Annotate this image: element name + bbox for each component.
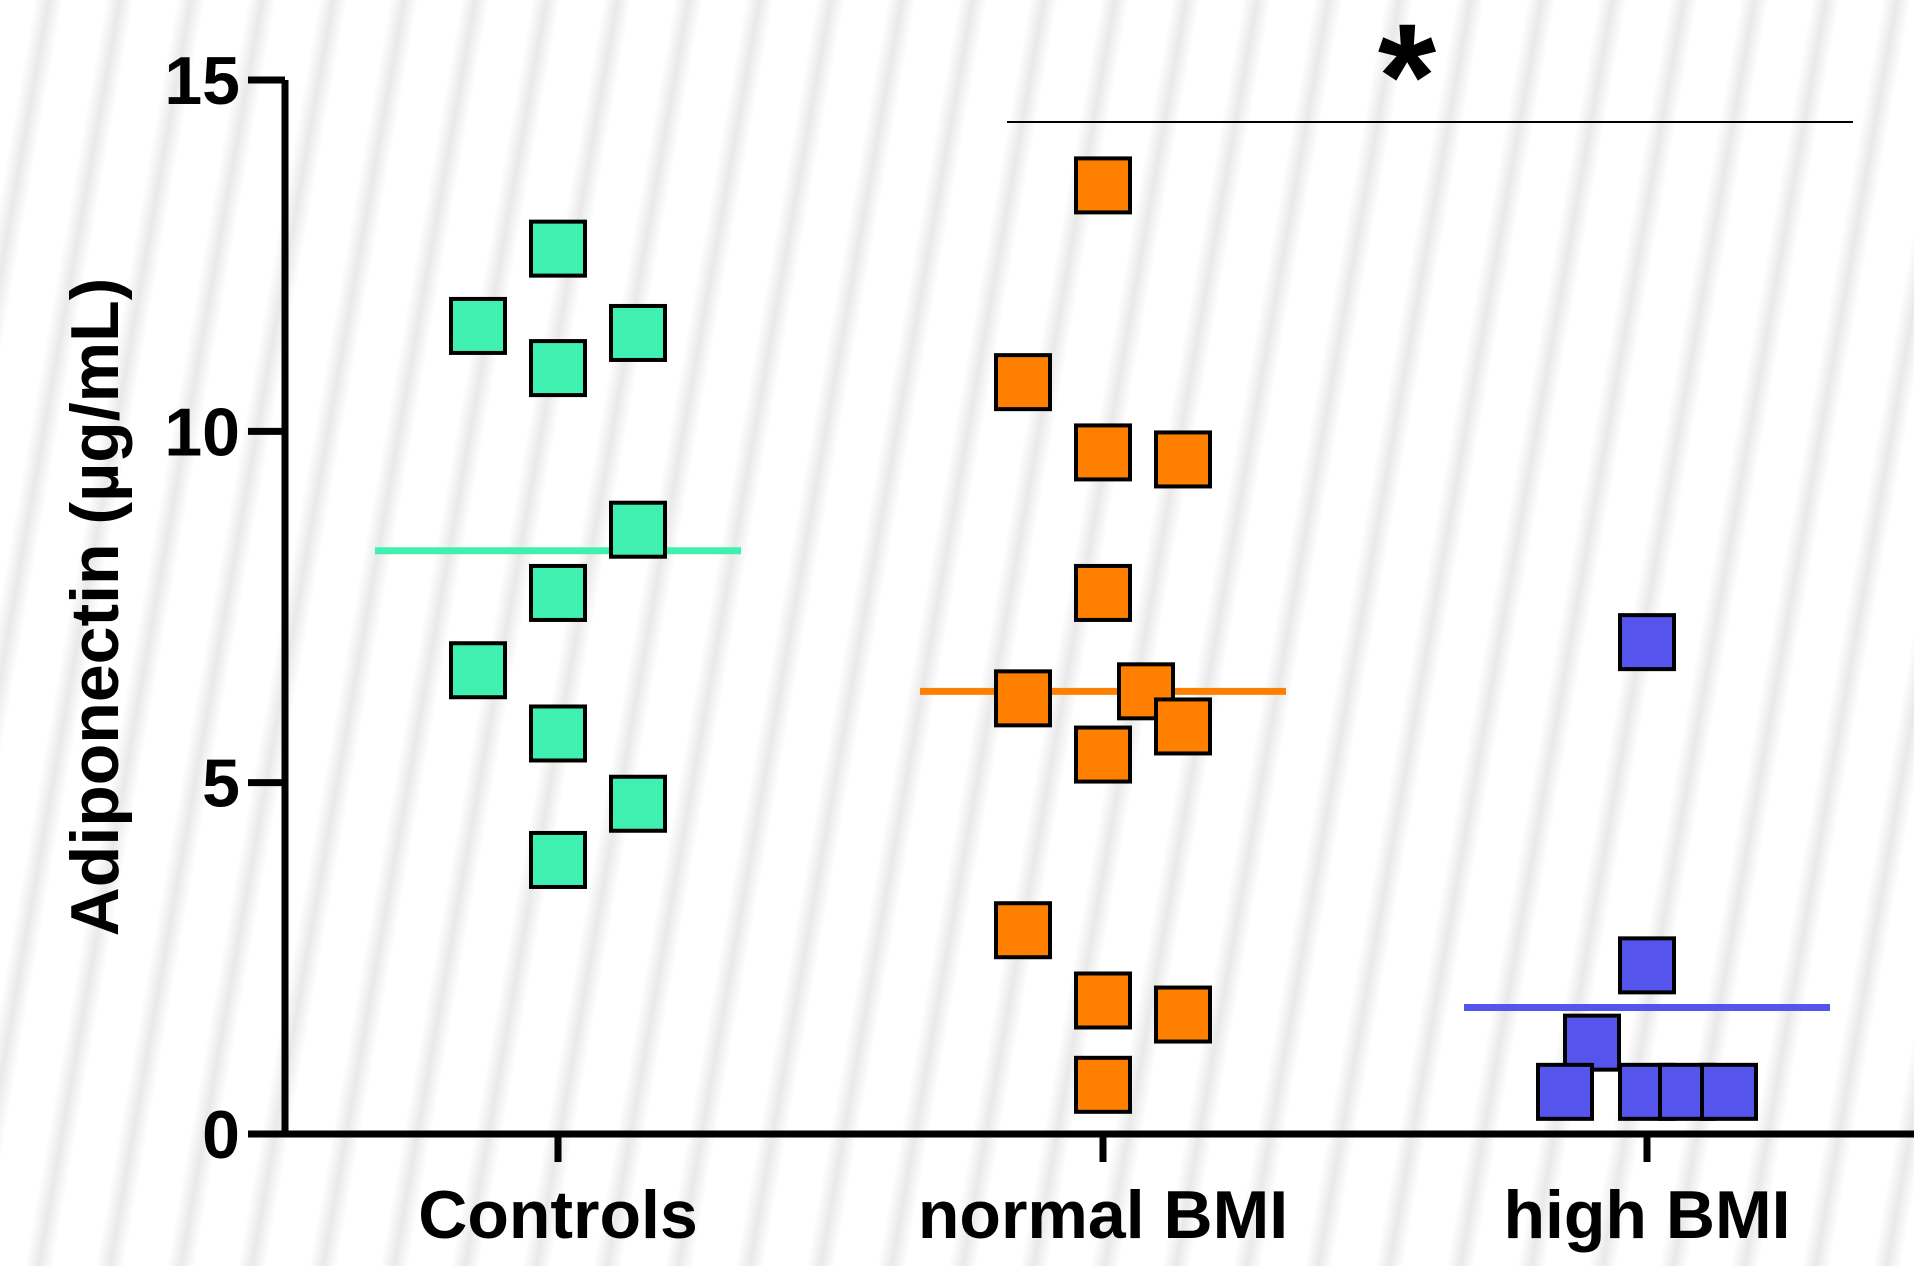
data-point (1700, 1062, 1758, 1121)
data-point (609, 500, 667, 559)
x-tick-label: normal BMI (918, 1177, 1288, 1253)
y-tick-label: 10 (164, 394, 240, 470)
significance-marker: * (1378, 0, 1437, 160)
data-point (1074, 725, 1132, 784)
data-point (1074, 971, 1132, 1030)
axes (281, 80, 1914, 1138)
x-ticks: Controls normal BMI high BMI (418, 1134, 1791, 1253)
data-point (1536, 1062, 1594, 1121)
data-point (1154, 697, 1212, 756)
data-point (1074, 1055, 1132, 1114)
data-point (994, 353, 1052, 412)
significance-annotation: * (1007, 0, 1853, 160)
data-point (1154, 985, 1212, 1044)
y-ticks: 0 5 10 15 (164, 43, 285, 1173)
data-point (1074, 156, 1132, 215)
data-point (1563, 1013, 1621, 1072)
data-point (1154, 430, 1212, 489)
data-point (529, 339, 587, 398)
y-axis-title: Adiponectin (µg/mL) (57, 278, 133, 937)
data-point (994, 669, 1052, 728)
y-tick-label: 0 (202, 1097, 240, 1173)
mean-lines (375, 547, 1830, 1012)
data-point (449, 296, 507, 355)
data-point (609, 774, 667, 833)
data-point (529, 704, 587, 763)
data-point (529, 563, 587, 622)
y-tick-label: 15 (164, 43, 240, 119)
y-tick-label: 5 (202, 746, 240, 822)
data-point (1618, 613, 1676, 672)
data-point (529, 219, 587, 278)
data-points (449, 156, 1758, 1121)
data-point (1618, 936, 1676, 995)
x-tick-label: Controls (418, 1177, 698, 1253)
data-point (994, 901, 1052, 960)
data-point (609, 303, 667, 362)
x-tick-label: high BMI (1503, 1177, 1790, 1253)
data-point (449, 641, 507, 700)
data-point (1074, 423, 1132, 482)
data-point (1074, 563, 1132, 622)
data-point (529, 830, 587, 889)
